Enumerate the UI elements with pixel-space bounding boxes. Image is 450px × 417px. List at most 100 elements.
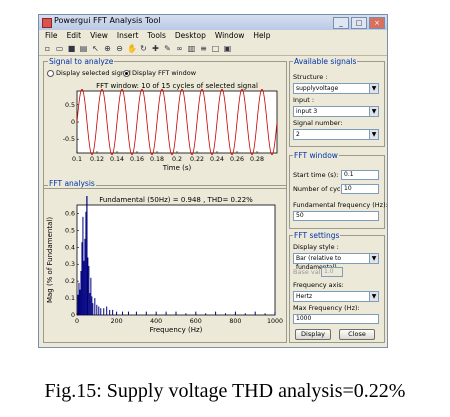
y-tick-label: 0.5 [65, 102, 75, 109]
max-freq-label: Max Frequency (Hz): [293, 304, 360, 312]
link-icon[interactable]: ∞ [176, 44, 183, 53]
menu-desktop[interactable]: Desktop [174, 31, 206, 40]
x-axis-label: Time (s) [162, 164, 192, 172]
chevron-down-icon: ▼ [369, 84, 378, 93]
pan-icon[interactable]: ✋ [127, 44, 137, 53]
radio-fft-window[interactable]: Display FFT window [123, 69, 196, 77]
zoom-out-icon[interactable]: ⊖ [116, 44, 123, 53]
display-style-value: Bar (relative to fundamental) [296, 255, 342, 271]
y-tick-label: 0.2 [65, 278, 75, 285]
y-tick-label: 0 [71, 119, 75, 126]
y-tick-label: 0 [71, 312, 75, 319]
menu-window[interactable]: Window [214, 31, 245, 40]
save-icon[interactable]: ■ [67, 44, 76, 53]
freq-axis-value: Hertz [296, 293, 313, 300]
show-plot-icon[interactable]: ▣ [223, 44, 232, 53]
toolbar: ▫ ▭ ■ ▤ ↖ ⊕ ⊖ ✋ ↻ ✚ ✎ ∞ ▥ ≡ □ ▣ [39, 42, 387, 56]
x-tick-label: 200 [111, 318, 123, 325]
fft-settings-panel [289, 235, 385, 343]
x-tick-label: 0.2 [172, 156, 182, 163]
x-tick-label: 1000 [267, 318, 283, 325]
brush-icon[interactable]: ✎ [164, 44, 171, 53]
x-tick-label: 600 [190, 318, 202, 325]
plot-area [76, 204, 276, 316]
pointer-icon[interactable]: ↖ [92, 44, 99, 53]
menu-tools[interactable]: Tools [147, 31, 166, 40]
freq-axis-label: Frequency axis: [293, 281, 344, 289]
y-tick-label: 0.6 [65, 210, 75, 217]
display-button[interactable]: Display [295, 329, 331, 340]
x-tick-label: 0.16 [130, 156, 144, 163]
signal-number-label: Signal number: [293, 119, 343, 127]
zoom-in-icon[interactable]: ⊕ [104, 44, 111, 53]
chevron-down-icon: ▼ [369, 130, 378, 139]
input-dropdown[interactable]: input 3 ▼ [293, 106, 379, 117]
x-tick-label: 0.28 [250, 156, 264, 163]
rotate-icon[interactable]: ↻ [140, 44, 147, 53]
signal-series-line [76, 88, 278, 156]
base-value-label: Base value: [293, 268, 331, 276]
chart-title: Fundamental (50Hz) = 0.948 , THD= 0.22% [99, 196, 253, 204]
menu-file[interactable]: File [45, 31, 58, 40]
hide-plot-icon[interactable]: □ [211, 44, 220, 53]
y-axis-label: Mag (% of Fundamental) [46, 217, 54, 303]
structure-value: supplyvoltage [296, 85, 339, 92]
close-icon[interactable]: × [369, 17, 385, 29]
colorbar-icon[interactable]: ▥ [187, 44, 196, 53]
start-time-label: Start time (s): [293, 171, 339, 179]
chevron-down-icon: ▼ [369, 254, 378, 263]
radio-selected-signal[interactable]: Display selected signal [47, 69, 131, 77]
cycles-field[interactable]: 10 [341, 184, 379, 194]
freq-axis-dropdown[interactable]: Hertz ▼ [293, 291, 379, 302]
legend-icon[interactable]: ≡ [200, 44, 207, 53]
figure-caption: Fig.15: Supply voltage THD analysis=0.22… [44, 380, 406, 402]
close-button[interactable]: Close [339, 329, 375, 340]
y-tick-label: 0.1 [65, 295, 75, 302]
fft-tool-window: Powergui FFT Analysis Tool _ □ × File Ed… [38, 14, 388, 348]
input-label: Input : [293, 96, 315, 104]
menu-help[interactable]: Help [253, 31, 271, 40]
fund-freq-field[interactable]: 50 [293, 211, 379, 221]
fft-spectrum-chart: Fundamental (50Hz) = 0.948 , THD= 0.22% 0… [46, 196, 283, 334]
open-icon[interactable]: ▭ [55, 44, 64, 53]
y-tick-label: 0.4 [65, 244, 75, 251]
x-tick-label: 0.12 [90, 156, 104, 163]
base-value-field[interactable]: 1.0 [321, 267, 343, 277]
chevron-down-icon: ▼ [369, 292, 378, 301]
menu-view[interactable]: View [90, 31, 108, 40]
cycles-label: Number of cycles: [293, 185, 352, 193]
x-tick-label: 0.14 [110, 156, 124, 163]
x-tick-label: 800 [229, 318, 241, 325]
title-bar: Powergui FFT Analysis Tool _ □ × [39, 15, 387, 30]
datacursor-icon[interactable]: ✚ [152, 44, 159, 53]
signal-number-value: 2 [296, 131, 300, 138]
x-tick-label: 0.26 [230, 156, 244, 163]
chart-title: FFT window: 10 of 15 cycles of selected … [96, 82, 258, 90]
maximize-icon[interactable]: □ [351, 17, 367, 29]
display-style-dropdown[interactable]: Bar (relative to fundamental) ▼ [293, 253, 379, 271]
x-tick-label: 0 [75, 318, 79, 325]
radio-icon [47, 69, 54, 77]
fund-freq-label: Fundamental frequency (Hz): [293, 201, 388, 209]
x-tick-label: 0.18 [150, 156, 164, 163]
available-signals-title: Available signals [293, 57, 358, 66]
radio-checked-icon [123, 69, 130, 77]
print-icon[interactable]: ▤ [79, 44, 88, 53]
start-time-field[interactable]: 0.1 [341, 170, 379, 180]
menu-edit[interactable]: Edit [66, 31, 82, 40]
signal-number-dropdown[interactable]: 2 ▼ [293, 129, 379, 140]
fft-panel-title: FFT analysis [48, 179, 96, 188]
fft-settings-title: FFT settings [293, 231, 341, 240]
structure-dropdown[interactable]: supplyvoltage ▼ [293, 83, 379, 94]
fft-window-title: FFT window [293, 151, 339, 160]
menu-bar: File Edit View Insert Tools Desktop Wind… [39, 30, 387, 42]
max-freq-field[interactable]: 1000 [293, 314, 379, 324]
y-tick-label: 0.3 [65, 261, 75, 268]
minimize-icon[interactable]: _ [333, 17, 349, 29]
x-tick-label: 0.22 [190, 156, 204, 163]
menu-insert[interactable]: Insert [116, 31, 139, 40]
new-icon[interactable]: ▫ [44, 44, 51, 53]
radio-selected-signal-label: Display selected signal [56, 69, 131, 77]
window-title: Powergui FFT Analysis Tool [54, 16, 161, 25]
radio-fft-window-label: Display FFT window [132, 69, 197, 77]
